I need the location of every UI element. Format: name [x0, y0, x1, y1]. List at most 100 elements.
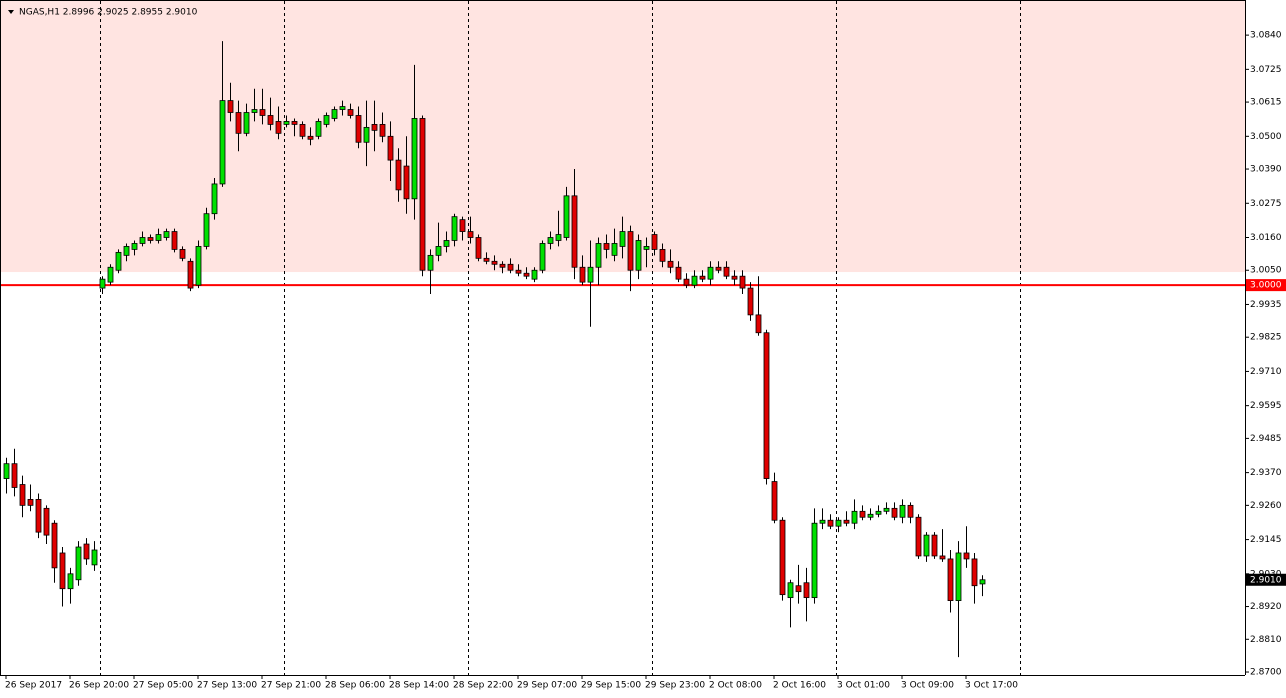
candle-body [43, 507, 50, 536]
y-tick-label: 2.8920 [1250, 602, 1282, 612]
candle-body [499, 263, 506, 268]
candle-body [547, 237, 554, 244]
candle-body [83, 543, 90, 560]
candle-body [67, 573, 74, 590]
candle-body [883, 507, 890, 512]
candle-body [451, 216, 458, 241]
y-tick-label: 3.0050 [1250, 266, 1282, 276]
candle-body [27, 499, 34, 506]
candle-body [291, 121, 298, 125]
level-label: 3.0000 [1250, 281, 1282, 291]
candle-body [259, 109, 266, 116]
candle-body [691, 275, 698, 286]
candle-body [739, 275, 746, 289]
candle-body [59, 552, 66, 590]
candle-body [459, 219, 466, 232]
x-tick-label: 3 Oct 09:00 [901, 681, 954, 691]
x-tick-label: 3 Oct 17:00 [965, 681, 1018, 691]
candle-body [419, 118, 426, 271]
candle-body [875, 510, 882, 515]
candle-body [195, 246, 202, 286]
plot [1, 0, 1245, 675]
candle-body [315, 121, 322, 137]
candle-body [603, 243, 610, 250]
candle-body [307, 135, 314, 140]
candle-body [155, 234, 162, 241]
y-tick-label: 2.9485 [1250, 434, 1282, 444]
candle-body [355, 115, 362, 143]
y-tick-label: 3.0275 [1250, 199, 1282, 209]
y-tick-label: 3.0160 [1250, 233, 1282, 243]
y-tick-label: 2.9370 [1250, 468, 1282, 478]
candle-body [819, 519, 826, 524]
candle-body [651, 234, 658, 250]
candle-body [123, 246, 130, 256]
candle-body [931, 534, 938, 557]
candle-body [571, 195, 578, 268]
candle-body [635, 240, 642, 271]
candle-body [267, 115, 274, 125]
candle-body [371, 124, 378, 131]
candle-body [627, 231, 634, 271]
candle-body [979, 579, 986, 585]
candle-body [579, 266, 586, 283]
candle-body [891, 507, 898, 518]
candle-body [643, 246, 650, 250]
candle-body [803, 582, 810, 599]
y-tick-label: 3.0615 [1250, 98, 1282, 108]
candle-body [531, 269, 538, 280]
candle-body [611, 243, 618, 256]
last-price-bg [1246, 573, 1286, 586]
x-tick-label: 2 Oct 16:00 [773, 681, 826, 691]
candle-body [851, 510, 858, 524]
candle-body [811, 522, 818, 599]
chart-header: NGAS,H1 2.8996 2.9025 2.8955 2.9010 [19, 8, 198, 18]
candle-body [403, 165, 410, 200]
candle-body [107, 266, 114, 283]
candle-body [35, 499, 42, 533]
candle-body [963, 552, 970, 560]
candle-body [283, 121, 290, 125]
y-tick-label: 2.9825 [1250, 333, 1282, 343]
candle-body [491, 260, 498, 265]
candle-body [843, 519, 850, 524]
candle-body [731, 275, 738, 280]
y-tick-label: 2.9935 [1250, 300, 1282, 310]
candle-body [187, 260, 194, 289]
candle-body [115, 251, 122, 271]
candle-body [235, 112, 242, 134]
candle-body [339, 106, 346, 110]
candle-body [139, 237, 146, 244]
candle-body [859, 510, 866, 518]
candle-body [347, 109, 354, 116]
candle-body [203, 213, 210, 247]
y-tick-label: 3.0725 [1250, 65, 1282, 75]
collapse-arrow[interactable] [8, 10, 14, 14]
candle-body [475, 237, 482, 259]
candle-body [939, 555, 946, 560]
candle-body [323, 115, 330, 125]
candle-body [171, 231, 178, 250]
x-tick-label: 28 Sep 06:00 [325, 681, 385, 691]
x-tick-label: 28 Sep 14:00 [389, 681, 449, 691]
x-tick-label: 29 Sep 23:00 [645, 681, 705, 691]
candle-body [467, 231, 474, 238]
candle-body [675, 266, 682, 280]
candle-body [411, 118, 418, 200]
candle-body [971, 558, 978, 587]
y-tick-label: 3.0500 [1250, 132, 1282, 142]
candle-body [667, 260, 674, 268]
x-tick-label: 27 Sep 13:00 [197, 681, 257, 691]
candle-body [747, 287, 754, 316]
level-label-bg [1246, 279, 1286, 292]
candle-body [427, 254, 434, 271]
candle-body [507, 263, 514, 271]
candle-body [867, 513, 874, 518]
candle-body [75, 546, 82, 581]
y-tick-label: 2.9145 [1250, 535, 1282, 545]
candle-body [539, 243, 546, 271]
x-tick-label: 26 Sep 2017 [5, 681, 62, 691]
x-tick-label: 3 Oct 01:00 [837, 681, 890, 691]
candle-body [99, 278, 106, 289]
candle-body [763, 332, 770, 479]
